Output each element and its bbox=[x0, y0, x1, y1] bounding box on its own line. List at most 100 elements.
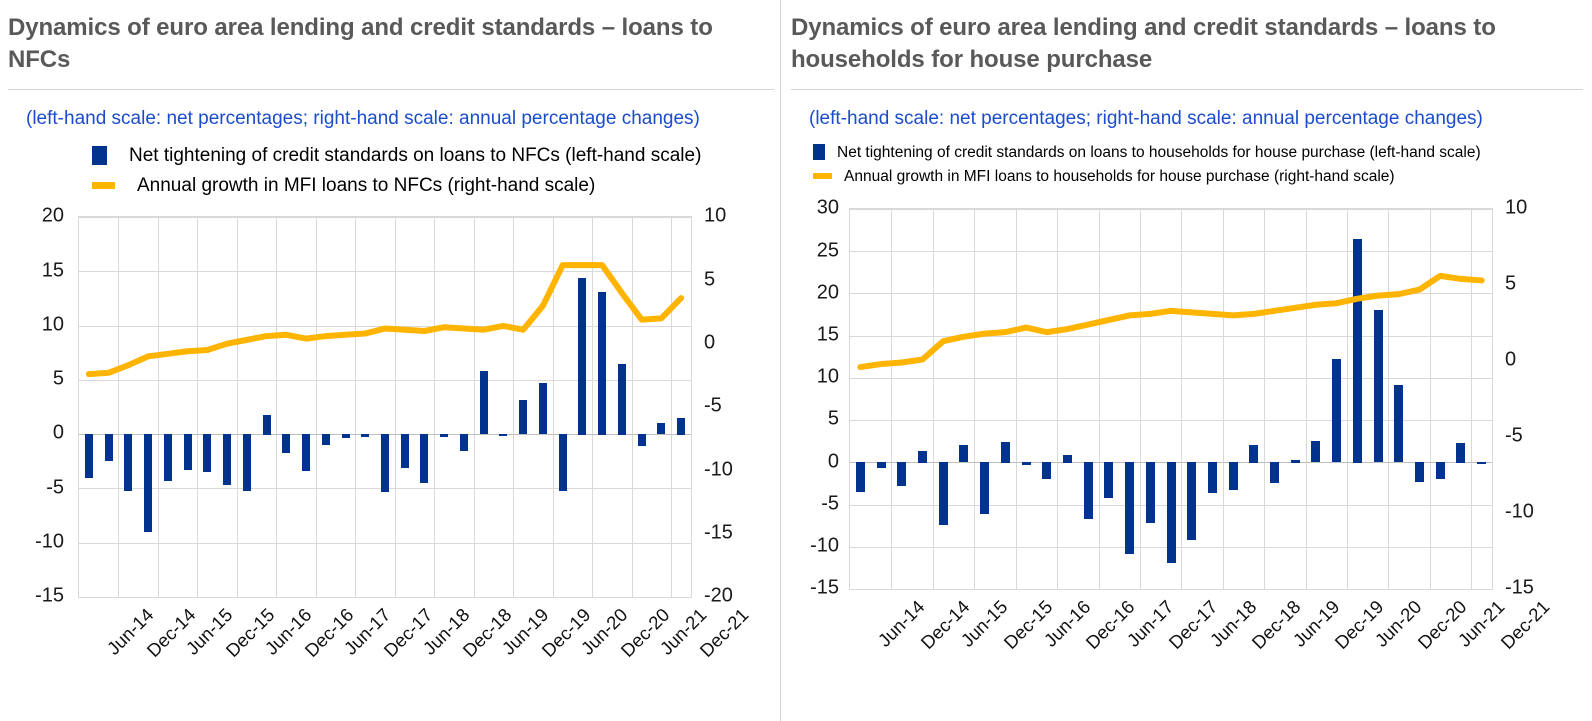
bar-datapoint bbox=[144, 434, 152, 533]
bar-datapoint bbox=[1104, 462, 1113, 498]
gridline-vertical bbox=[197, 217, 198, 598]
gridline-vertical bbox=[237, 217, 238, 598]
bar-datapoint bbox=[618, 364, 626, 435]
legend-item-line: Annual growth in MFI loans to NFCs (righ… bbox=[92, 170, 780, 200]
y-axis-tick-label-right: 0 bbox=[704, 331, 716, 354]
gridline-vertical bbox=[316, 217, 317, 598]
gridline-vertical bbox=[933, 209, 934, 590]
bar-datapoint bbox=[223, 434, 231, 486]
x-axis-tick-label: Dec-16 bbox=[1081, 596, 1139, 654]
title-divider bbox=[791, 89, 1583, 91]
bar-datapoint bbox=[519, 400, 527, 434]
y-axis-tick-label-left: -5 bbox=[821, 492, 839, 515]
legend-line-swatch-icon bbox=[813, 173, 832, 180]
panel-households: Dynamics of euro area lending and credit… bbox=[780, 0, 1592, 721]
bar-datapoint bbox=[1001, 442, 1010, 463]
gridline-horizontal bbox=[850, 251, 1492, 253]
bar-datapoint bbox=[677, 418, 685, 435]
bar-datapoint bbox=[1477, 462, 1486, 465]
y-axis-tick-label-right: 10 bbox=[1505, 196, 1528, 219]
y-axis-tick-label-left: -10 bbox=[810, 534, 839, 557]
bar-datapoint bbox=[980, 462, 989, 514]
gridline-vertical bbox=[891, 209, 892, 590]
gridline-vertical bbox=[1181, 209, 1182, 590]
bar-datapoint bbox=[559, 434, 567, 491]
bar-datapoint bbox=[1042, 462, 1051, 480]
bar-datapoint bbox=[1125, 462, 1134, 555]
y-axis-tick-label-left: 15 bbox=[41, 259, 64, 282]
bar-datapoint bbox=[1374, 310, 1383, 463]
bar-datapoint bbox=[1208, 462, 1217, 493]
bar-datapoint bbox=[203, 434, 211, 473]
gridline-vertical bbox=[1057, 209, 1058, 590]
bar-datapoint bbox=[1270, 462, 1279, 483]
bar-datapoint bbox=[401, 434, 409, 468]
legend-line-swatch-icon bbox=[92, 181, 115, 189]
gridline-vertical bbox=[513, 217, 514, 598]
x-axis-ticks: Jun-14 Dec-14 Jun-15 Dec-15 Jun-16 Dec-16 Jun-… bbox=[791, 198, 1591, 668]
y-axis-tick-label-right: -5 bbox=[1505, 424, 1523, 447]
gridline-horizontal bbox=[79, 380, 691, 382]
y-axis-tick-label-right: 5 bbox=[1505, 272, 1517, 295]
bar-datapoint bbox=[282, 434, 290, 453]
legend-item-bars: Net tightening of credit standards on lo… bbox=[813, 140, 1592, 164]
bar-datapoint bbox=[897, 462, 906, 486]
bar-datapoint bbox=[420, 434, 428, 484]
page-title: Dynamics of euro area lending and credit… bbox=[791, 14, 1496, 73]
y-axis-tick-label-right: -20 bbox=[704, 584, 733, 607]
gridline-horizontal bbox=[850, 420, 1492, 422]
bar-datapoint bbox=[1063, 455, 1072, 463]
legend-item-label: Annual growth in MFI loans to NFCs (righ… bbox=[137, 174, 596, 196]
gridline-vertical bbox=[1430, 209, 1431, 590]
bar-datapoint bbox=[638, 434, 646, 447]
bar-datapoint bbox=[877, 462, 886, 469]
gridline-vertical bbox=[1388, 209, 1389, 590]
bar-datapoint bbox=[361, 434, 369, 437]
bar-datapoint bbox=[959, 445, 968, 463]
y-axis-tick-label-left: -15 bbox=[810, 576, 839, 599]
chart-subtitle: (left-hand scale: net percentages; right… bbox=[26, 108, 700, 130]
title-divider bbox=[8, 89, 774, 91]
bar-datapoint bbox=[1167, 462, 1176, 563]
bar-datapoint bbox=[1146, 462, 1155, 524]
bar-datapoint bbox=[918, 451, 927, 464]
gridline-vertical bbox=[1223, 209, 1224, 590]
bar-datapoint bbox=[480, 371, 488, 435]
bar-datapoint bbox=[1456, 443, 1465, 463]
y-axis-tick-label-right: 5 bbox=[704, 268, 716, 291]
gridline-vertical bbox=[1264, 209, 1265, 590]
gridline-vertical bbox=[1099, 209, 1100, 590]
bar-datapoint bbox=[460, 434, 468, 451]
gridline-vertical bbox=[395, 217, 396, 598]
bar-datapoint bbox=[1229, 462, 1238, 491]
y-axis-tick-label-right: 10 bbox=[704, 204, 727, 227]
y-axis-tick-label-left: 0 bbox=[827, 450, 839, 473]
gridline-vertical bbox=[1140, 209, 1141, 590]
y-axis-tick-label-right: -15 bbox=[1505, 576, 1534, 599]
y-axis-tick-label-left: 30 bbox=[816, 196, 839, 219]
bar-datapoint bbox=[342, 434, 350, 438]
legend-item-line: Annual growth in MFI loans to households… bbox=[813, 164, 1592, 188]
gridline-horizontal bbox=[850, 209, 1492, 211]
y-axis-tick-label-right: 0 bbox=[1505, 348, 1517, 371]
bar-datapoint bbox=[243, 434, 251, 491]
bar-datapoint bbox=[1415, 462, 1424, 482]
bar-datapoint bbox=[302, 434, 310, 472]
bar-datapoint bbox=[1022, 462, 1031, 465]
bar-datapoint bbox=[440, 434, 448, 437]
y-axis-tick-label-left: 5 bbox=[52, 367, 64, 390]
y-axis-tick-label-left: -10 bbox=[35, 530, 64, 553]
gridline-horizontal bbox=[850, 589, 1492, 591]
bar-datapoint bbox=[499, 434, 507, 437]
y-axis-tick-label-right: -15 bbox=[704, 521, 733, 544]
x-axis-ticks: Jun-14 Dec-14 Jun-15 Dec-15 Jun-16 Dec-16 Jun-… bbox=[8, 206, 768, 676]
gridline-vertical bbox=[1347, 209, 1348, 590]
y-axis-tick-label-left: 20 bbox=[816, 281, 839, 304]
gridline-horizontal bbox=[79, 543, 691, 545]
bar-datapoint bbox=[105, 434, 113, 462]
y-axis-tick-label-left: -15 bbox=[35, 584, 64, 607]
chart-nfc: 20 15 10 5 0 -5 -10 -15 10 5 0 -5 -10 -15 -20 Jun-14 Dec… bbox=[8, 205, 768, 676]
bar-datapoint bbox=[322, 434, 330, 446]
y-axis-tick-label-right: -10 bbox=[704, 458, 733, 481]
